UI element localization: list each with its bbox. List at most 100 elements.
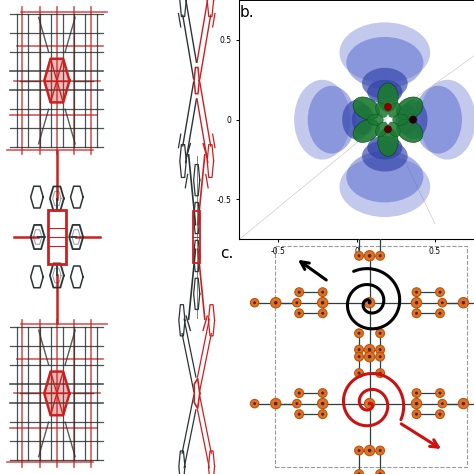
Circle shape	[458, 298, 469, 308]
Circle shape	[295, 309, 303, 318]
Ellipse shape	[362, 68, 408, 99]
Circle shape	[441, 402, 444, 405]
Ellipse shape	[414, 86, 462, 154]
Ellipse shape	[352, 105, 374, 135]
Circle shape	[295, 389, 303, 397]
Ellipse shape	[375, 122, 388, 137]
Circle shape	[411, 399, 422, 409]
Ellipse shape	[368, 114, 383, 125]
Circle shape	[415, 392, 418, 394]
Circle shape	[321, 291, 324, 294]
Circle shape	[438, 413, 441, 416]
Circle shape	[321, 301, 325, 304]
Circle shape	[462, 301, 465, 304]
Circle shape	[376, 228, 384, 237]
Ellipse shape	[308, 86, 356, 154]
Circle shape	[357, 473, 361, 474]
Ellipse shape	[388, 102, 401, 118]
Circle shape	[250, 400, 259, 408]
Circle shape	[355, 345, 364, 354]
Circle shape	[376, 446, 384, 455]
Circle shape	[368, 254, 372, 257]
Circle shape	[379, 348, 382, 351]
Circle shape	[253, 301, 256, 304]
Ellipse shape	[346, 151, 423, 202]
Circle shape	[298, 291, 301, 294]
Circle shape	[411, 298, 422, 308]
Circle shape	[321, 312, 324, 315]
Circle shape	[458, 399, 469, 409]
Circle shape	[271, 298, 281, 308]
Ellipse shape	[367, 80, 402, 104]
Ellipse shape	[378, 128, 398, 156]
Circle shape	[318, 309, 327, 318]
Ellipse shape	[388, 122, 401, 137]
Circle shape	[379, 254, 382, 257]
Circle shape	[357, 254, 361, 257]
Circle shape	[365, 298, 375, 308]
Ellipse shape	[396, 97, 423, 120]
Circle shape	[355, 369, 364, 377]
Circle shape	[436, 288, 444, 297]
Circle shape	[318, 288, 327, 297]
Circle shape	[355, 228, 364, 237]
Ellipse shape	[339, 22, 430, 83]
Circle shape	[441, 301, 444, 304]
Circle shape	[271, 399, 281, 409]
Circle shape	[355, 446, 364, 455]
Circle shape	[415, 312, 418, 315]
Circle shape	[379, 231, 382, 234]
Circle shape	[376, 329, 384, 337]
Circle shape	[355, 329, 364, 337]
Ellipse shape	[399, 100, 428, 139]
Circle shape	[357, 332, 361, 335]
Circle shape	[20, 164, 93, 310]
Circle shape	[321, 392, 324, 394]
Circle shape	[318, 399, 328, 409]
Polygon shape	[44, 372, 70, 415]
Circle shape	[376, 251, 384, 260]
Ellipse shape	[396, 119, 423, 142]
Polygon shape	[44, 59, 70, 102]
Circle shape	[415, 301, 419, 304]
Circle shape	[415, 413, 418, 416]
Circle shape	[438, 291, 441, 294]
Circle shape	[321, 413, 324, 416]
Text: c.: c.	[220, 246, 234, 261]
Circle shape	[292, 299, 301, 307]
Ellipse shape	[294, 80, 350, 160]
Text: b.: b.	[239, 5, 254, 20]
Ellipse shape	[378, 83, 398, 112]
Circle shape	[438, 392, 441, 394]
Circle shape	[368, 449, 372, 452]
Circle shape	[298, 413, 301, 416]
Circle shape	[379, 473, 382, 474]
Circle shape	[365, 399, 375, 409]
Ellipse shape	[375, 102, 388, 118]
Circle shape	[379, 372, 382, 374]
Circle shape	[295, 402, 298, 405]
Circle shape	[321, 402, 325, 405]
Circle shape	[384, 125, 392, 133]
Ellipse shape	[396, 105, 418, 135]
Circle shape	[365, 352, 375, 362]
Circle shape	[409, 116, 417, 124]
Circle shape	[365, 251, 375, 261]
Circle shape	[438, 400, 447, 408]
Circle shape	[357, 348, 361, 351]
Circle shape	[379, 449, 382, 452]
Bar	[47, 210, 66, 264]
Circle shape	[357, 449, 361, 452]
Circle shape	[412, 309, 421, 318]
Ellipse shape	[353, 119, 380, 142]
Circle shape	[318, 298, 328, 308]
Circle shape	[376, 470, 384, 474]
Circle shape	[376, 369, 384, 377]
Circle shape	[412, 410, 421, 419]
Circle shape	[357, 355, 361, 358]
Circle shape	[436, 389, 444, 397]
Circle shape	[318, 389, 327, 397]
Circle shape	[376, 352, 384, 361]
Ellipse shape	[346, 37, 423, 89]
Ellipse shape	[339, 156, 430, 217]
